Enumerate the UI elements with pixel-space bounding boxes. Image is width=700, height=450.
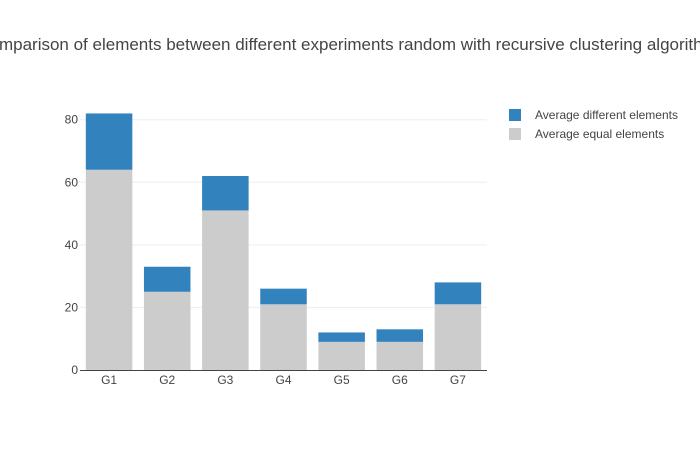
x-tick-label: G5: [334, 373, 350, 387]
x-tick-label: G2: [159, 373, 175, 387]
x-tick-label: G6: [392, 373, 408, 387]
bar-segment: [143, 266, 191, 292]
legend-swatch: [509, 109, 521, 121]
x-tick-label: G1: [101, 373, 117, 387]
axes: 0 20 40 60 80 G1 G2 G3 G4 G5 G6 G7: [65, 113, 487, 387]
bar-segment: [143, 291, 191, 370]
legend-label: Average different elements: [535, 108, 678, 122]
legend: Average different elements Average equal …: [509, 108, 678, 141]
bar-segment: [434, 304, 482, 370]
bar-segment: [85, 113, 133, 170]
bar-segment: [85, 169, 133, 370]
legend-swatch: [509, 128, 521, 140]
x-tick-label: G3: [217, 373, 233, 387]
y-tick-label: 20: [65, 300, 79, 314]
bar-segment: [318, 332, 365, 342]
grid-lines: [80, 119, 487, 308]
y-tick-label: 80: [65, 113, 79, 127]
y-tick-label: 40: [65, 238, 79, 252]
bar-segment: [434, 282, 482, 305]
y-tick-label: 60: [65, 175, 79, 189]
y-tick-label: 0: [71, 363, 78, 377]
x-tick-label: G4: [275, 373, 291, 387]
chart-title: Comparison of elements between different…: [0, 35, 700, 54]
bar-segment: [260, 304, 307, 370]
bar-segment: [376, 329, 424, 342]
bar-segment: [376, 341, 424, 370]
bars: [85, 113, 482, 370]
legend-label: Average equal elements: [535, 127, 664, 141]
bar-segment: [318, 341, 365, 370]
bar-segment: [202, 176, 249, 211]
x-tick-label: G7: [450, 373, 466, 387]
bar-segment: [202, 210, 249, 370]
bar-segment: [260, 288, 307, 305]
